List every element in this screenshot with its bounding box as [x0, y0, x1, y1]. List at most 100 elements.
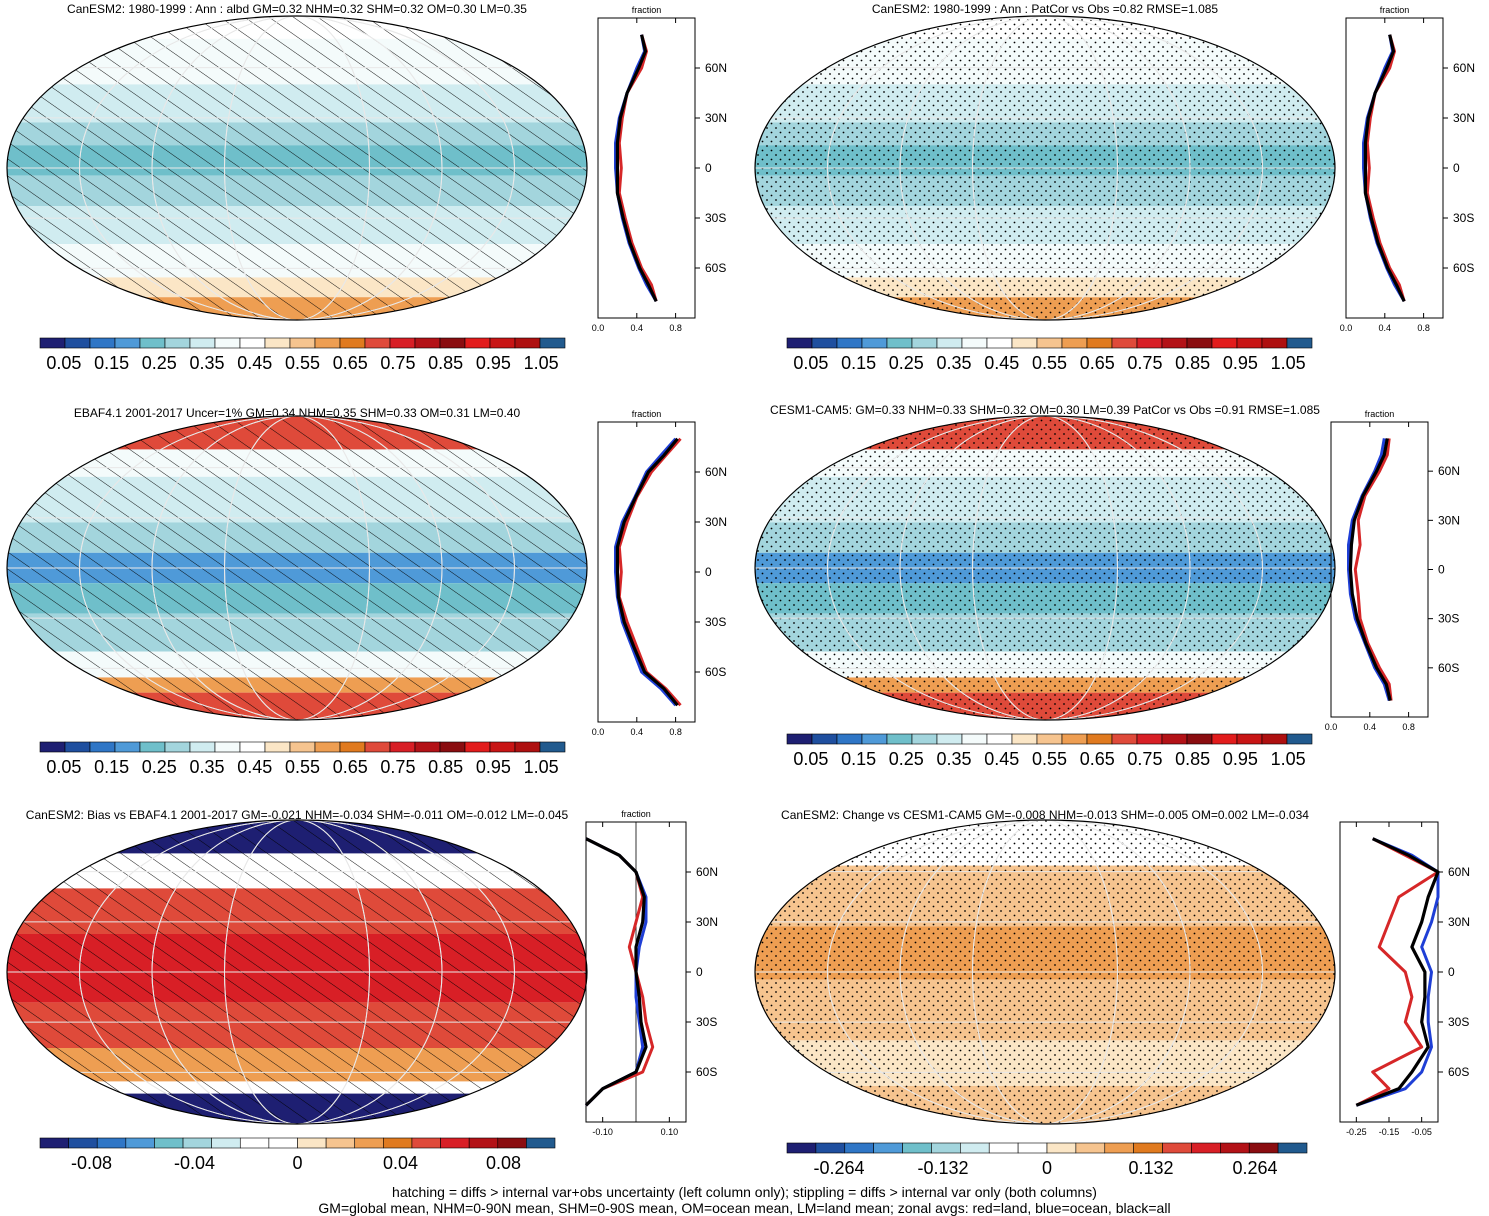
colorbar-swatch [1136, 733, 1163, 745]
colorbar-swatch [902, 1142, 932, 1154]
colorbar-swatch [861, 733, 888, 745]
colorbar-swatch [464, 741, 491, 753]
colorbar: -0.264 -0.132 0 0.132 0.264 [786, 1142, 1308, 1178]
zonal-line-land [1353, 438, 1393, 701]
colorbar-swatch [931, 1142, 961, 1154]
colorbar-swatch [1248, 1142, 1279, 1154]
colorbar-label: 1.05 [1271, 749, 1306, 769]
zonal-title: fraction [621, 809, 651, 819]
colorbar-label: 0 [1042, 1158, 1052, 1178]
colorbar-label: 0.05 [46, 757, 81, 777]
graticule-lon [79, 16, 515, 320]
colorbar-swatch [114, 337, 141, 349]
colorbar-swatch [988, 1142, 1019, 1154]
colorbar-label: 0.45 [984, 749, 1019, 769]
colorbar: 0.05 0.15 0.25 0.35 0.45 0.55 0.65 0.75 0.85 0.95… [39, 741, 566, 777]
panel-5: CanESM2: Bias vs EBAF4.1 2001-2017 GM=-0… [6, 808, 718, 1173]
colorbar-swatch [214, 741, 241, 753]
lat-tick-label: 60N [1438, 464, 1460, 478]
colorbar-label: 1.05 [1271, 353, 1306, 373]
colorbar-label: 0.75 [1127, 353, 1162, 373]
colorbar-swatch [1046, 1142, 1077, 1154]
colorbar-swatch [1111, 733, 1138, 745]
colorbar-label: 0.15 [841, 749, 876, 769]
x-tick-label: 0.8 [669, 323, 682, 333]
colorbar-swatch [1011, 337, 1038, 349]
x-tick-label: -0.15 [1379, 1127, 1400, 1137]
colorbar-label: 0.05 [46, 353, 81, 373]
x-tick-label: 0.8 [1417, 323, 1430, 333]
colorbar-label: 0.25 [142, 353, 177, 373]
graticule-lon [899, 820, 1191, 1124]
colorbar-swatch [1162, 1142, 1192, 1154]
x-tick-label: -0.10 [592, 1127, 613, 1137]
colorbar-label: 0.45 [237, 353, 272, 373]
colorbar-swatch [289, 741, 316, 753]
lat-tick-label: 30N [1453, 111, 1475, 125]
lat-tick-label: 60S [1453, 261, 1474, 275]
colorbar-label: 0.35 [937, 749, 972, 769]
lat-tick-label: 30S [696, 1015, 717, 1029]
colorbar-label: 0.65 [1080, 749, 1115, 769]
zonal-mean-panel: fraction 60N 30N 0 30S 60S 0.0 0.4 0.8 [1325, 409, 1460, 732]
map-field [755, 416, 1335, 720]
colorbar-swatch [1011, 733, 1038, 745]
colorbar-label: 0.65 [333, 353, 368, 373]
colorbar-swatch [264, 337, 291, 349]
colorbar-swatch [1086, 337, 1113, 349]
graticule-lon [151, 820, 443, 1124]
colorbar-label: 0.15 [94, 353, 129, 373]
colorbar-swatch [961, 337, 988, 349]
colorbar-swatch [96, 1137, 127, 1149]
colorbar-swatch [189, 337, 216, 349]
colorbar-swatch [539, 337, 566, 349]
colorbar-swatch [961, 733, 988, 745]
colorbar-swatch [182, 1137, 212, 1149]
colorbar-label: 0.75 [380, 353, 415, 373]
colorbar-swatch [786, 1142, 817, 1154]
colorbar-swatch [811, 733, 838, 745]
colorbar-swatch [239, 1137, 270, 1149]
colorbar-swatch [514, 741, 541, 753]
x-tick-label: 0.8 [669, 727, 682, 737]
graticule-lon [79, 820, 515, 1124]
colorbar-swatch [539, 741, 566, 753]
colorbar-swatch [389, 741, 416, 753]
colorbar-label: -0.264 [813, 1158, 864, 1178]
x-tick-label: 0.4 [1364, 722, 1377, 732]
graticule-lon [827, 16, 1263, 320]
lat-tick-label: 60S [1448, 1065, 1469, 1079]
lat-tick-label: 0 [1453, 161, 1460, 175]
colorbar-swatch [154, 1137, 184, 1149]
colorbar-swatch [39, 1137, 69, 1149]
colorbar-swatch [1075, 1142, 1106, 1154]
colorbar-swatch [1286, 733, 1313, 745]
colorbar-label: 0.132 [1128, 1158, 1173, 1178]
graticule-lon [151, 16, 443, 320]
x-tick-label: -0.05 [1411, 1127, 1432, 1137]
colorbar: 0.05 0.15 0.25 0.35 0.45 0.55 0.65 0.75 0.85 0.95… [786, 337, 1313, 373]
zonal-line-all [615, 437, 679, 707]
colorbar-swatch [844, 1142, 874, 1154]
lat-tick-label: 60S [705, 261, 726, 275]
zonal-mean-panel: 60N 30N 0 30S 60S -0.25 -0.15 -0.05 [1339, 821, 1470, 1137]
lat-tick-label: 60N [705, 61, 727, 75]
map-border [6, 415, 588, 721]
colorbar-label: 0.05 [793, 353, 828, 373]
zonal-mean-panel: fraction 60N 30N 0 30S 60S -0.10 0.10 [584, 809, 718, 1137]
zonal-title: fraction [1365, 409, 1395, 419]
colorbar-swatch [1104, 1142, 1134, 1154]
map-border [6, 15, 588, 321]
colorbar-label: 0.45 [984, 353, 1019, 373]
colorbar-swatch [1061, 337, 1088, 349]
colorbar: 0.05 0.15 0.25 0.35 0.45 0.55 0.65 0.75 0.85 0.95… [786, 733, 1313, 769]
lat-tick-label: 0 [705, 161, 712, 175]
map-border [754, 415, 1336, 721]
colorbar-label: 0.15 [841, 353, 876, 373]
colorbar-swatch [1286, 337, 1313, 349]
colorbar-swatch [786, 337, 813, 349]
map-border [754, 15, 1336, 321]
colorbar-swatch [960, 1142, 990, 1154]
zonal-line-land [1365, 34, 1406, 302]
colorbar: -0.08 -0.04 0 0.04 0.08 [39, 1137, 556, 1173]
